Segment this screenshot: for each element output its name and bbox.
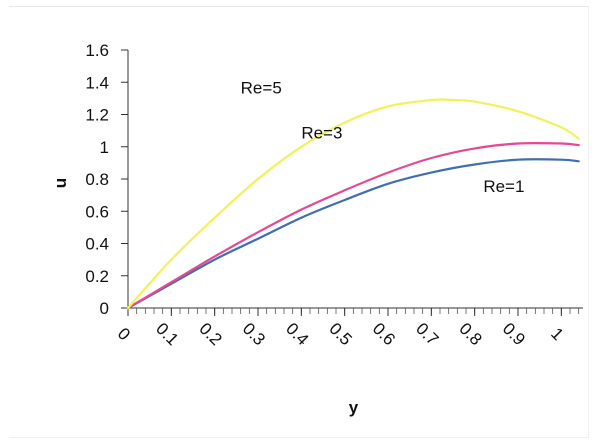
y-tick-label: 0.8: [85, 170, 109, 189]
x-tick-label: 0: [114, 324, 134, 344]
x-tick-label: 0.2: [195, 319, 225, 349]
chart-frame: [9, 6, 589, 438]
series-line-re-1: [126, 158, 580, 310]
x-axis: 0 0.1 0.2 0.3 0.4 0.5 0.6 0.7 0.8 0.9 1: [114, 307, 583, 349]
x-tick-label: 0.9: [499, 319, 529, 349]
series-label-re-3: Re=3: [301, 124, 342, 143]
series-line-re-3: [126, 141, 580, 310]
x-tick-label: 0.7: [412, 319, 442, 349]
y-tick-label: 0.6: [85, 202, 109, 221]
x-tick-label: 1: [547, 324, 567, 344]
y-tick-label: 1.4: [85, 73, 109, 92]
series-label-re-5: Re=5: [241, 79, 282, 98]
x-axis-title: y: [349, 398, 359, 417]
series-label-re-1: Re=1: [483, 177, 524, 196]
x-tick-label: 0.4: [282, 319, 312, 349]
y-tick-label: 1: [100, 138, 109, 157]
series-annotations: Re=5 Re=3 Re=1: [241, 79, 525, 196]
plot-lines: [126, 98, 580, 310]
y-tick-label: 0: [100, 299, 109, 318]
y-tick-label: 1.2: [85, 106, 109, 125]
x-tick-label: 0.3: [239, 319, 269, 349]
x-tick-label: 0.1: [152, 319, 182, 349]
y-tick-label: 1.6: [85, 41, 109, 60]
x-tick-label: 0.8: [455, 319, 485, 349]
y-tick-label: 0.2: [85, 267, 109, 286]
x-tick-label: 0.6: [369, 319, 399, 349]
x-tick-label: 0.5: [325, 319, 355, 349]
series-line-re-5: [126, 98, 580, 310]
y-axis-title: u: [51, 178, 70, 188]
y-axis: 0 0.2 0.4 0.6 0.8 1 1.2 1.4 1.6: [85, 41, 129, 318]
y-tick-label: 0.4: [85, 235, 109, 254]
